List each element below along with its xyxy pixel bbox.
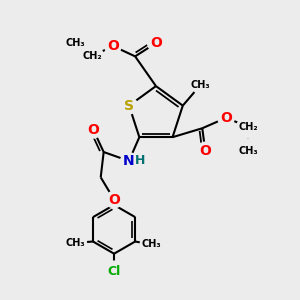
- Text: N: N: [123, 154, 135, 168]
- Circle shape: [85, 122, 102, 138]
- Text: O: O: [87, 123, 99, 137]
- Text: H: H: [135, 154, 146, 167]
- Circle shape: [121, 153, 137, 169]
- Circle shape: [192, 76, 209, 94]
- Circle shape: [237, 139, 260, 162]
- Text: CH₃: CH₃: [65, 238, 85, 248]
- Text: CH₃: CH₃: [191, 80, 210, 90]
- Text: S: S: [124, 99, 134, 112]
- Text: O: O: [220, 111, 232, 125]
- Text: O: O: [108, 193, 120, 207]
- Circle shape: [104, 38, 121, 54]
- Text: CH₃: CH₃: [66, 38, 86, 48]
- Circle shape: [64, 232, 86, 254]
- Circle shape: [81, 45, 103, 68]
- Text: CH₃: CH₃: [142, 239, 161, 250]
- Text: CH₂: CH₂: [238, 122, 258, 132]
- Text: Cl: Cl: [107, 265, 121, 278]
- Circle shape: [121, 97, 137, 114]
- Circle shape: [197, 142, 214, 159]
- Circle shape: [64, 32, 87, 54]
- Circle shape: [140, 233, 163, 256]
- Text: CH₃: CH₃: [238, 146, 258, 156]
- Circle shape: [237, 116, 260, 138]
- Text: O: O: [107, 39, 119, 53]
- Circle shape: [105, 261, 123, 279]
- Circle shape: [106, 191, 122, 208]
- Text: O: O: [150, 36, 162, 50]
- Circle shape: [218, 110, 234, 126]
- Text: O: O: [199, 144, 211, 158]
- Text: CH₂: CH₂: [82, 51, 102, 62]
- Circle shape: [148, 35, 164, 51]
